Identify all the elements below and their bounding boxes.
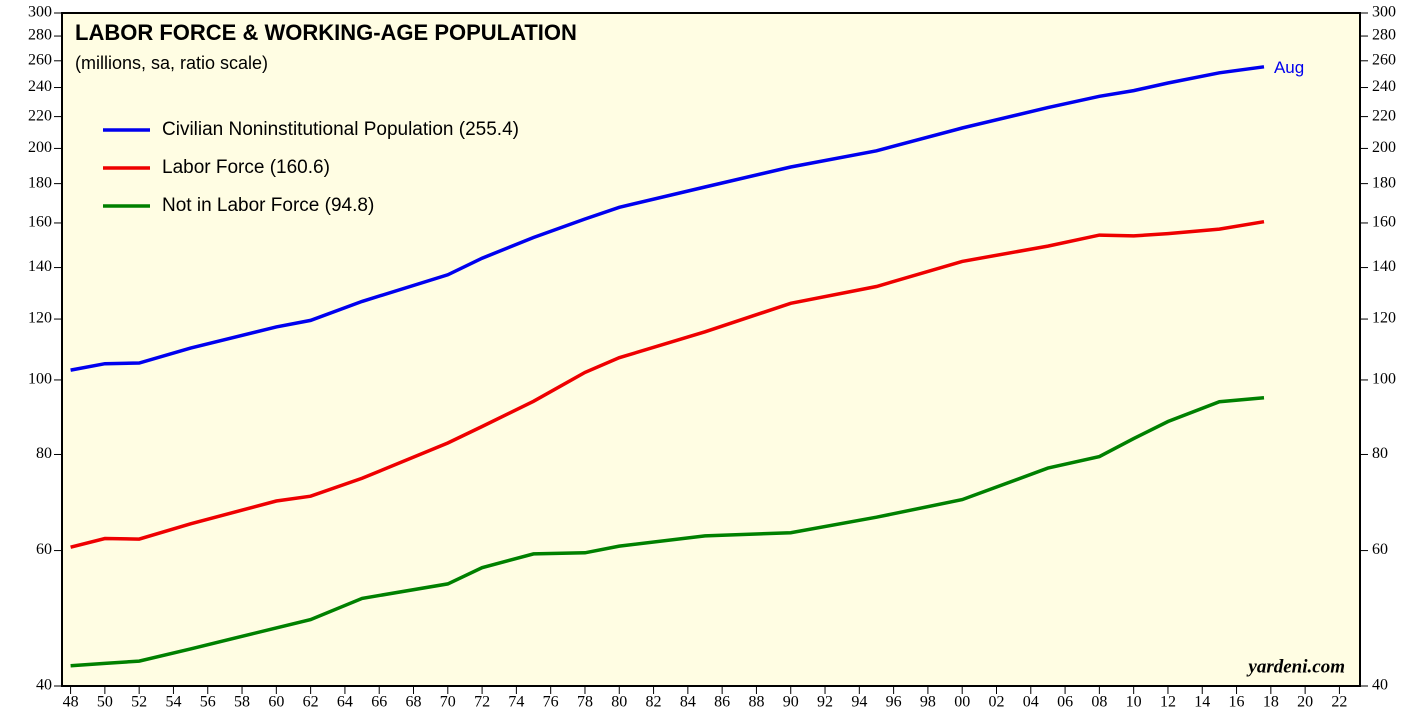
x-tick-label: 18 bbox=[1263, 694, 1279, 711]
x-tick-label: 80 bbox=[611, 694, 627, 711]
series-line bbox=[70, 65, 1265, 372]
y-tick-label: 280 bbox=[28, 27, 52, 44]
x-tick-label: 70 bbox=[440, 694, 456, 711]
y2-tick-label: 220 bbox=[1372, 107, 1396, 124]
y-tick-label: 300 bbox=[28, 4, 52, 21]
y-tick-label: 40 bbox=[36, 677, 52, 694]
x-tick-label: 56 bbox=[200, 694, 216, 711]
x-tick-label: 52 bbox=[131, 694, 147, 711]
x-tick-label: 78 bbox=[577, 694, 593, 711]
legend-label: Labor Force (160.6) bbox=[162, 157, 330, 178]
x-tick-label: 88 bbox=[748, 694, 764, 711]
x-tick-label: 86 bbox=[714, 694, 730, 711]
y-tick-label: 120 bbox=[28, 310, 52, 327]
y-tick-label: 100 bbox=[28, 371, 52, 388]
y2-tick-label: 60 bbox=[1372, 541, 1388, 558]
x-tick-label: 48 bbox=[63, 694, 79, 711]
x-tick-label: 74 bbox=[508, 694, 524, 711]
y2-tick-label: 280 bbox=[1372, 27, 1396, 44]
x-tick-label: 20 bbox=[1297, 694, 1313, 711]
series-line bbox=[70, 219, 1265, 549]
x-tick-label: 98 bbox=[920, 694, 936, 711]
y-tick-label: 200 bbox=[28, 139, 52, 156]
x-tick-label: 10 bbox=[1126, 694, 1142, 711]
x-tick-label: 62 bbox=[303, 694, 319, 711]
x-tick-label: 68 bbox=[406, 694, 422, 711]
x-tick-label: 60 bbox=[268, 694, 284, 711]
x-tick-label: 82 bbox=[646, 694, 662, 711]
y-tick-label: 260 bbox=[28, 51, 52, 68]
y2-tick-label: 100 bbox=[1372, 371, 1396, 388]
y2-tick-label: 40 bbox=[1372, 677, 1388, 694]
x-tick-label: 66 bbox=[371, 694, 387, 711]
legend-label: Not in Labor Force (94.8) bbox=[162, 195, 374, 216]
y2-tick-label: 160 bbox=[1372, 214, 1396, 231]
y-tick-label: 140 bbox=[28, 258, 52, 275]
x-tick-label: 06 bbox=[1057, 694, 1073, 711]
legend-label: Civilian Noninstitutional Population (25… bbox=[162, 119, 519, 140]
y2-tick-label: 300 bbox=[1372, 4, 1396, 21]
x-tick-label: 50 bbox=[97, 694, 113, 711]
x-tick-label: 02 bbox=[988, 694, 1004, 711]
x-tick-label: 64 bbox=[337, 694, 353, 711]
y-tick-label: 220 bbox=[28, 107, 52, 124]
x-tick-label: 54 bbox=[165, 694, 181, 711]
x-tick-label: 16 bbox=[1229, 694, 1245, 711]
x-tick-label: 58 bbox=[234, 694, 250, 711]
annotation: Aug bbox=[1274, 58, 1304, 77]
x-tick-label: 96 bbox=[886, 694, 902, 711]
series-line bbox=[70, 396, 1265, 668]
x-tick-label: 72 bbox=[474, 694, 490, 711]
chart-title: LABOR FORCE & WORKING-AGE POPULATION bbox=[75, 20, 577, 45]
chart-subtitle: (millions, sa, ratio scale) bbox=[75, 53, 268, 73]
y2-tick-label: 140 bbox=[1372, 258, 1396, 275]
y2-tick-label: 200 bbox=[1372, 139, 1396, 156]
x-tick-label: 04 bbox=[1023, 694, 1039, 711]
plot-area bbox=[61, 12, 1361, 687]
x-tick-label: 94 bbox=[851, 694, 867, 711]
y2-tick-label: 180 bbox=[1372, 174, 1396, 191]
x-tick-label: 12 bbox=[1160, 694, 1176, 711]
y2-tick-label: 120 bbox=[1372, 310, 1396, 327]
source: yardeni.com bbox=[1246, 656, 1345, 677]
y-tick-label: 160 bbox=[28, 214, 52, 231]
y-tick-label: 240 bbox=[28, 78, 52, 95]
y-tick-label: 80 bbox=[36, 445, 52, 462]
x-tick-label: 22 bbox=[1331, 694, 1347, 711]
y-tick-label: 180 bbox=[28, 174, 52, 191]
x-tick-label: 08 bbox=[1091, 694, 1107, 711]
x-tick-label: 00 bbox=[954, 694, 970, 711]
x-tick-label: 92 bbox=[817, 694, 833, 711]
y2-tick-label: 260 bbox=[1372, 51, 1396, 68]
y2-tick-label: 80 bbox=[1372, 445, 1388, 462]
y-tick-label: 60 bbox=[36, 541, 52, 558]
x-tick-label: 90 bbox=[783, 694, 799, 711]
x-tick-label: 14 bbox=[1194, 694, 1210, 711]
x-tick-label: 76 bbox=[543, 694, 559, 711]
x-tick-label: 84 bbox=[680, 694, 696, 711]
y2-tick-label: 240 bbox=[1372, 78, 1396, 95]
